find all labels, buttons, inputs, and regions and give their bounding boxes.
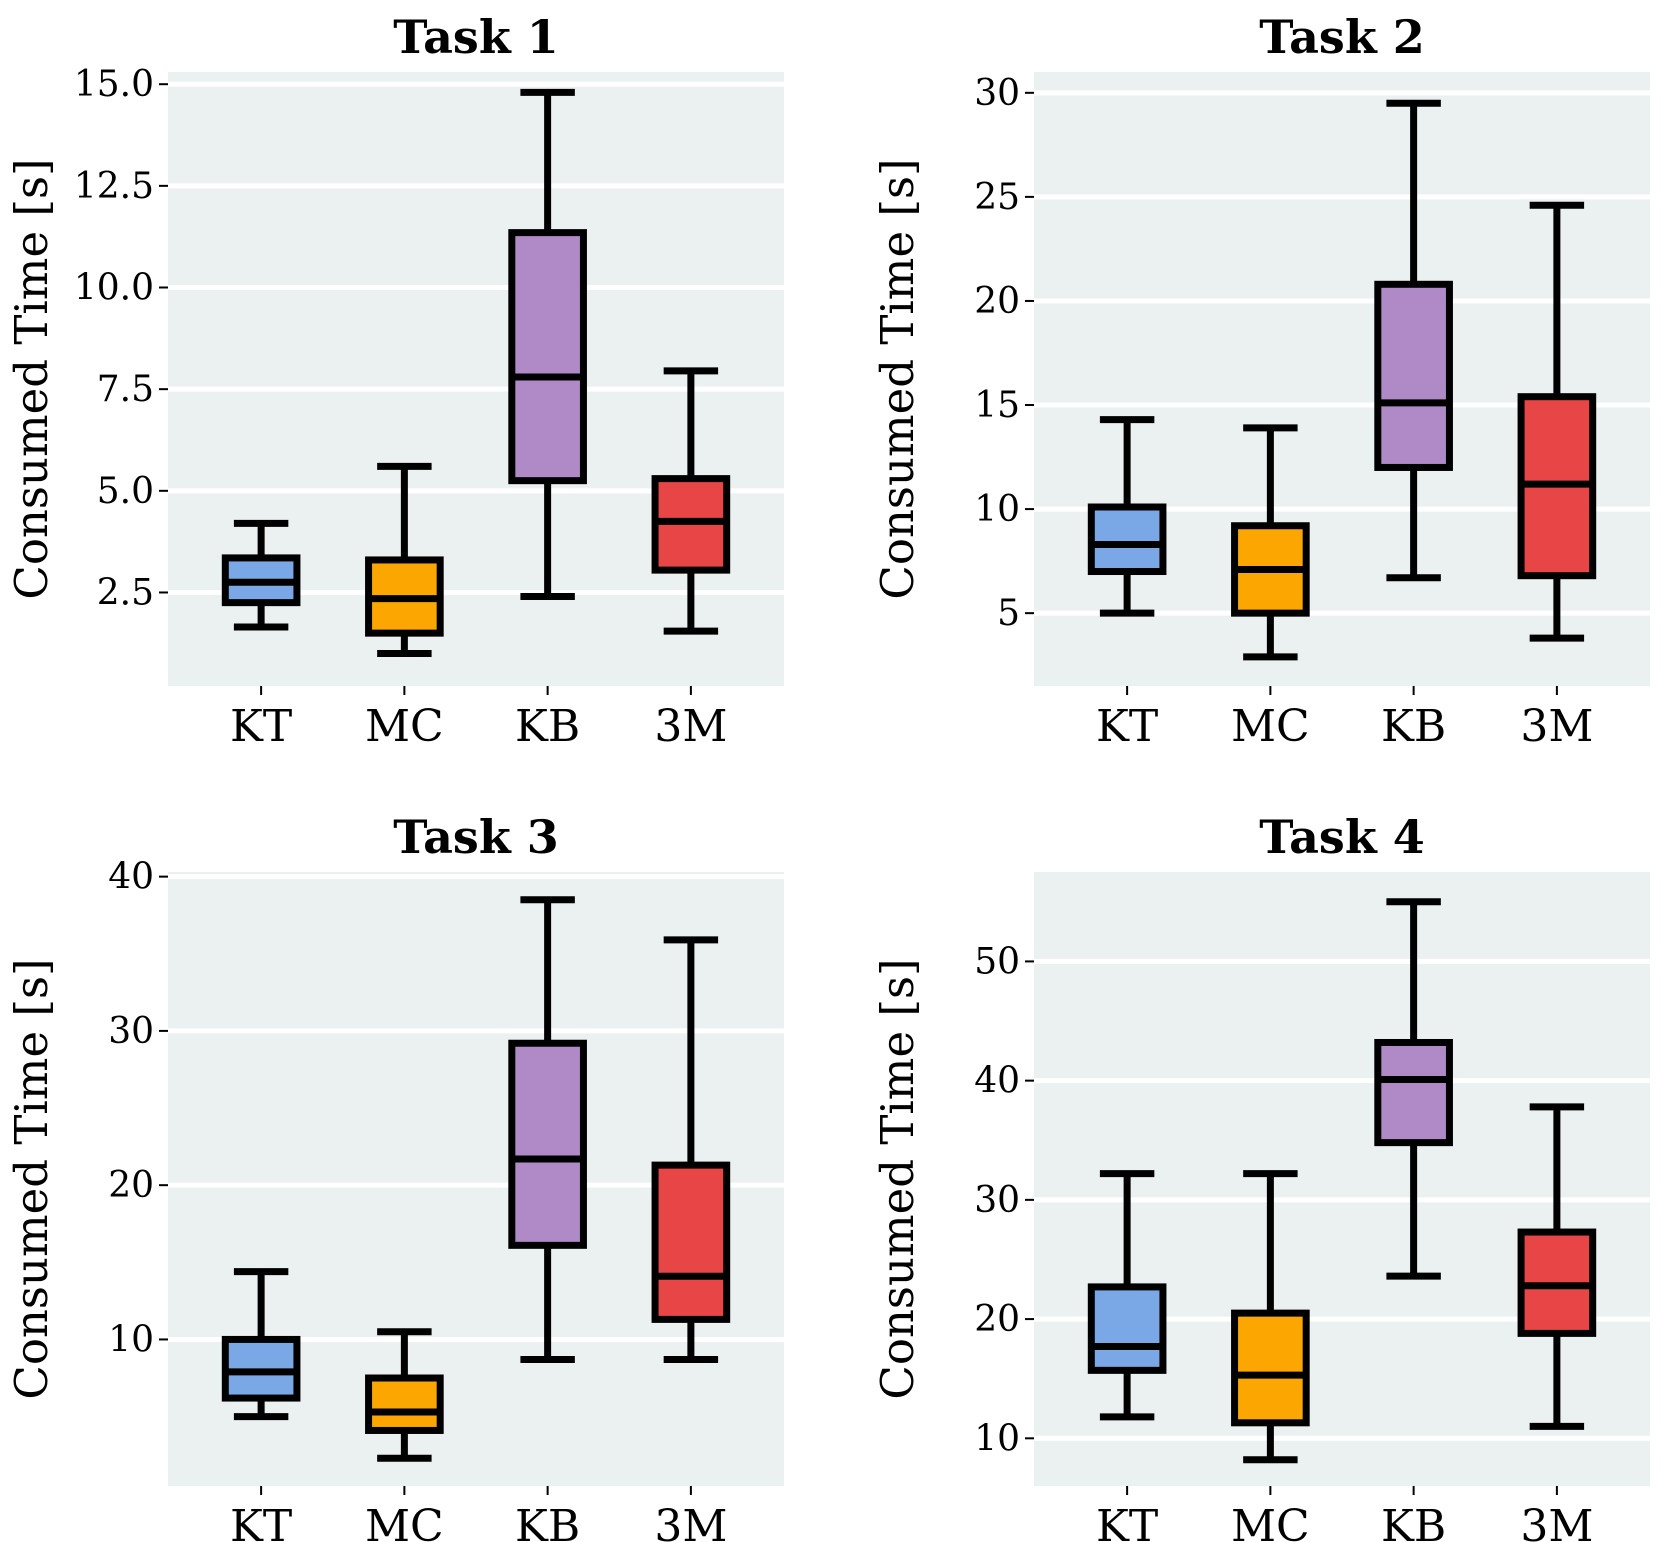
box-mc xyxy=(1231,424,1310,661)
box-kb xyxy=(1374,99,1453,582)
iqr-box xyxy=(1231,1309,1310,1427)
chart-panel-4: 10 20 30 40 50 Task 4 Consumed Time [s] KT MC KB 3… xyxy=(871,810,1650,1542)
box-3m xyxy=(1517,1103,1597,1430)
box-3m xyxy=(1517,201,1597,642)
y-tick-label: 20 xyxy=(974,1299,1020,1340)
y-tick-label: 20 xyxy=(974,281,1020,322)
y-tick-label: 30 xyxy=(974,73,1020,114)
y-tick-label: 50 xyxy=(974,941,1020,982)
y-axis-label: Consumed Time [s] xyxy=(5,158,58,599)
box-mc xyxy=(1231,1170,1310,1464)
x-category-label: MC xyxy=(365,701,444,752)
box-mc xyxy=(365,462,444,657)
y-tick-label: 7.5 xyxy=(97,369,154,410)
y-tick-label: 10 xyxy=(974,1418,1020,1459)
chart-panel-1: 2.5 5.0 7.5 10.0 12.5 15.0 Task 1 Consumed Time… xyxy=(5,10,784,752)
y-tick-label: 30 xyxy=(108,1011,154,1052)
box-3m xyxy=(651,367,731,635)
x-category-label: KT xyxy=(230,701,292,752)
y-axis-label: Consumed Time [s] xyxy=(5,958,58,1399)
y-tick-label: 10 xyxy=(108,1319,154,1360)
x-category-label: KT xyxy=(1096,1501,1158,1542)
box-kt xyxy=(221,1268,301,1421)
y-tick-label: 15.0 xyxy=(74,64,154,105)
x-category-label: 3M xyxy=(1520,1501,1593,1542)
y-tick-label: 40 xyxy=(108,857,154,898)
chart-title: Task 1 xyxy=(393,10,558,64)
y-tick-label: 12.5 xyxy=(74,166,154,207)
box-kb xyxy=(508,88,587,601)
y-tick-label: 10.0 xyxy=(74,268,154,309)
x-category-label: KT xyxy=(1096,701,1158,752)
iqr-box xyxy=(1374,280,1453,471)
box-kt xyxy=(221,519,301,631)
chart-title: Task 3 xyxy=(393,810,558,864)
y-tick-label: 5.0 xyxy=(97,471,154,512)
iqr-box xyxy=(651,1161,731,1323)
plot-area-2 xyxy=(1034,72,1650,686)
y-tick-label: 2.5 xyxy=(97,572,154,613)
x-category-label: KT xyxy=(230,1501,292,1542)
x-category-label: KB xyxy=(1381,701,1446,752)
iqr-box xyxy=(1087,1283,1167,1374)
iqr-box xyxy=(508,229,587,485)
box-kb xyxy=(1374,898,1453,1280)
box-kt xyxy=(1087,1170,1167,1421)
box-kt xyxy=(1087,416,1167,617)
x-category-label: 3M xyxy=(654,701,727,752)
iqr-box xyxy=(508,1039,587,1249)
x-category-label: 3M xyxy=(1520,701,1593,752)
plot-area-4 xyxy=(1034,872,1650,1486)
x-category-label: 3M xyxy=(654,1501,727,1542)
iqr-box xyxy=(365,1374,444,1434)
chart-panel-3: 10 20 30 40 Task 3 Consumed Time [s] KT MC KB 3M xyxy=(5,810,784,1542)
x-category-label: MC xyxy=(1231,701,1310,752)
x-category-label: MC xyxy=(1231,1501,1310,1542)
y-axis-label: Consumed Time [s] xyxy=(871,958,924,1399)
y-tick-label: 15 xyxy=(974,385,1020,426)
y-tick-label: 25 xyxy=(974,177,1020,218)
chart-title: Task 4 xyxy=(1259,810,1424,864)
x-category-label: MC xyxy=(365,1501,444,1542)
y-tick-label: 10 xyxy=(974,489,1020,530)
iqr-box xyxy=(1087,503,1167,576)
box-3m xyxy=(651,936,731,1363)
y-tick-label: 40 xyxy=(974,1061,1020,1102)
box-kb xyxy=(508,896,587,1363)
x-category-label: KB xyxy=(515,701,580,752)
chart-panel-2: 5 10 15 20 25 30 Task 2 Consumed Time [s] KT MC KB… xyxy=(871,10,1650,752)
y-tick-label: 5 xyxy=(997,593,1020,634)
chart-title: Task 2 xyxy=(1259,10,1424,64)
y-tick-label: 20 xyxy=(108,1165,154,1206)
x-category-label: KB xyxy=(515,1501,580,1542)
y-axis-label: Consumed Time [s] xyxy=(871,158,924,599)
box-mc xyxy=(365,1328,444,1462)
y-tick-label: 30 xyxy=(974,1180,1020,1221)
x-category-label: KB xyxy=(1381,1501,1446,1542)
iqr-box xyxy=(1374,1038,1453,1147)
